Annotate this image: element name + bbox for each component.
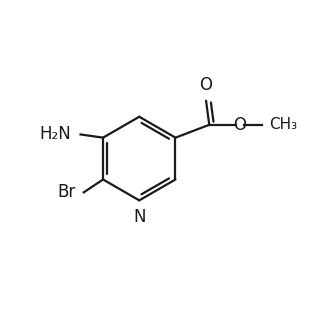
Text: CH₃: CH₃ xyxy=(269,117,297,132)
Text: O: O xyxy=(200,76,213,94)
Text: O: O xyxy=(233,116,246,134)
Text: N: N xyxy=(133,209,146,226)
Text: Br: Br xyxy=(57,183,76,201)
Text: H₂N: H₂N xyxy=(39,125,71,144)
